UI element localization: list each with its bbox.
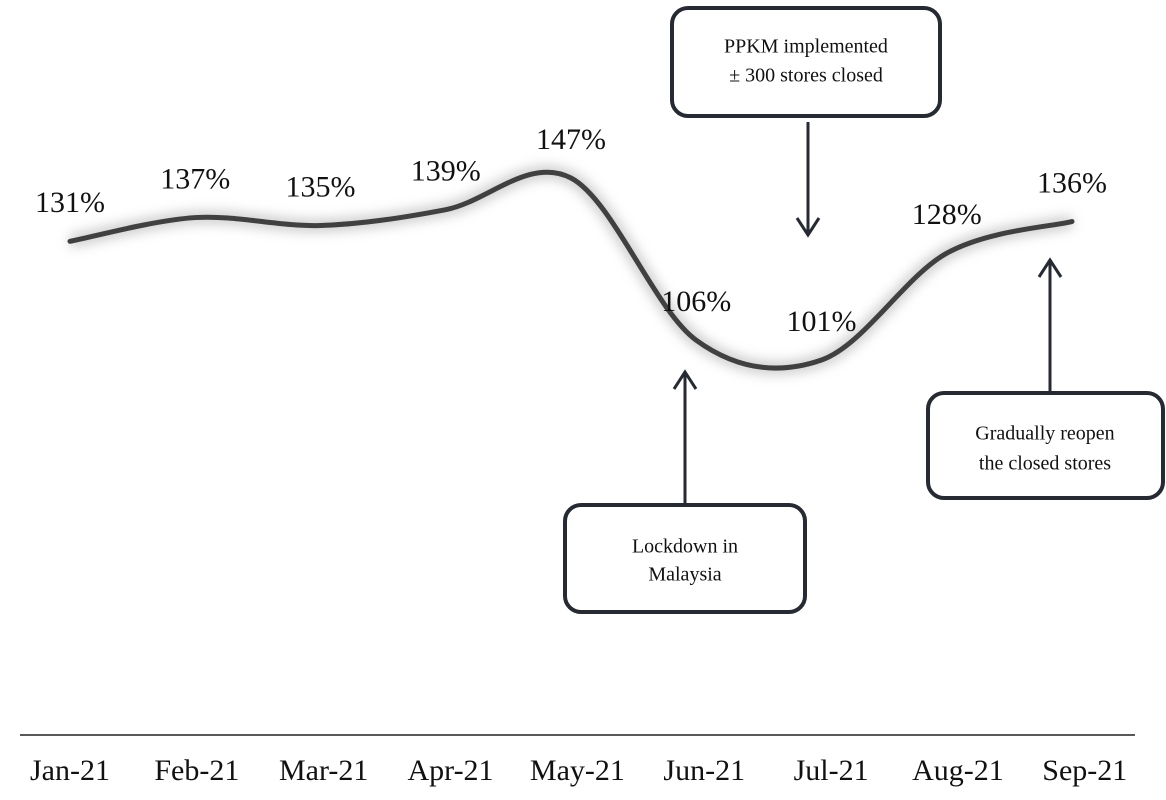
- x-tick-label: Apr-21: [408, 754, 494, 787]
- value-label: 137%: [160, 162, 230, 195]
- x-tick-label: Jul-21: [794, 754, 869, 787]
- value-label: 131%: [35, 186, 105, 219]
- annotation-box: [670, 6, 942, 118]
- annotation-arrow: [672, 369, 698, 503]
- annotation-text: Malaysia: [648, 564, 721, 586]
- value-label: 101%: [787, 305, 857, 338]
- x-tick-label: Aug-21: [912, 754, 1004, 787]
- x-tick-label: May-21: [530, 754, 625, 787]
- annotation-box: [563, 503, 807, 614]
- x-tick-label: Mar-21: [279, 754, 368, 787]
- annotation-text: the closed stores: [979, 453, 1111, 475]
- value-label: 147%: [536, 123, 606, 156]
- value-label: 106%: [661, 285, 731, 318]
- x-tick-label: Feb-21: [154, 754, 239, 787]
- x-tick-label: Sep-21: [1042, 754, 1127, 787]
- x-tick-label: Jun-21: [663, 754, 745, 787]
- annotation-text: Lockdown in: [632, 536, 738, 558]
- annotation-arrow: [1037, 257, 1063, 391]
- series: [67, 166, 1075, 375]
- value-label: 136%: [1037, 166, 1107, 199]
- value-label: 135%: [286, 170, 356, 203]
- annotation-text: Gradually reopen: [975, 423, 1114, 445]
- value-label: 139%: [411, 155, 481, 188]
- annotation-text: PPKM implemented: [724, 36, 888, 58]
- annotation: Lockdown in Malaysia: [563, 369, 807, 614]
- annotation-text: ± 300 stores closed: [729, 65, 883, 87]
- annotation: Gradually reopen the closed stores: [926, 257, 1165, 500]
- x-tick-label: Jan-21: [30, 754, 110, 787]
- annotation-arrow: [795, 122, 821, 238]
- annotation-box: [926, 391, 1165, 500]
- annotation: PPKM implemented ± 300 stores closed: [670, 6, 942, 238]
- line: [67, 169, 1075, 371]
- value-label: 128%: [912, 198, 982, 231]
